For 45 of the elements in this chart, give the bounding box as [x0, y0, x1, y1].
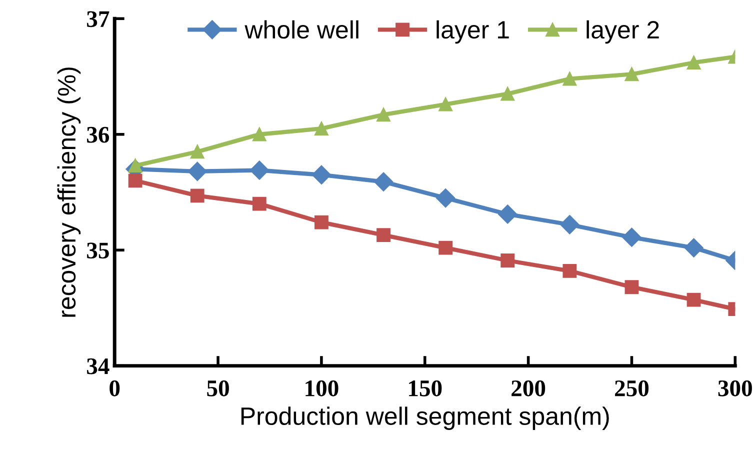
y-tick-label: 35: [87, 242, 109, 259]
point: [500, 254, 515, 268]
point: [624, 280, 639, 294]
x-tick-label: 50: [207, 380, 229, 396]
point: [376, 228, 390, 242]
point: [500, 86, 515, 101]
x-tick-label: 200: [512, 380, 546, 396]
y-tick-label: 34: [87, 358, 110, 374]
legend-label: layer 1: [436, 20, 509, 44]
point: [128, 158, 142, 173]
x-tick-label: 250: [615, 380, 649, 396]
point: [684, 238, 704, 258]
legend-label: whole well: [244, 20, 358, 39]
point: [376, 108, 390, 122]
x-tick-label: 150: [409, 380, 442, 396]
point: [622, 228, 642, 247]
point: [686, 56, 701, 70]
x-axis-title: Production well segment span(m): [241, 406, 609, 430]
x-tick-label: 300: [718, 380, 752, 396]
point: [438, 240, 453, 255]
point: [188, 162, 207, 181]
point: [252, 127, 266, 142]
y-tick-label: 36: [87, 126, 110, 143]
point: [436, 188, 456, 208]
point: [374, 172, 394, 192]
point: [686, 292, 701, 307]
point: [560, 215, 580, 234]
point: [190, 144, 204, 159]
point: [190, 188, 204, 203]
point: [250, 160, 269, 180]
y-tick-label: 37: [87, 11, 110, 28]
point: [314, 122, 328, 136]
point: [128, 174, 142, 188]
point: [562, 264, 577, 278]
point: [624, 67, 639, 82]
point: [252, 196, 266, 211]
legend-label: layer 2: [586, 20, 659, 44]
point: [438, 97, 453, 112]
y-axis-title: recovery efficiency (%): [57, 68, 81, 317]
x-tick-label: 0: [110, 380, 120, 396]
point: [314, 215, 328, 230]
x-tick-label: 100: [306, 380, 338, 396]
point: [562, 72, 577, 86]
point: [312, 165, 331, 184]
point: [498, 204, 518, 224]
